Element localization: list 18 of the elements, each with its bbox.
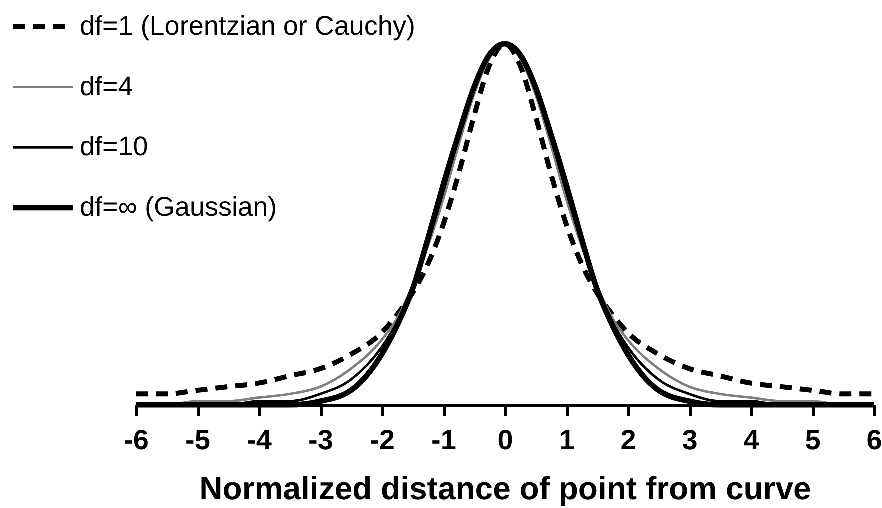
x-tick-label: 3 xyxy=(682,424,698,456)
x-tick-label: 5 xyxy=(805,424,821,456)
x-tick-label: 1 xyxy=(559,424,575,456)
legend-label: df=4 xyxy=(80,71,134,102)
x-tick-label: 6 xyxy=(866,424,882,456)
x-tick-label: -6 xyxy=(124,424,149,456)
legend-label: df=10 xyxy=(80,132,148,162)
x-tick-label: -4 xyxy=(247,424,272,456)
legend-label: df=∞ (Gaussian) xyxy=(80,192,278,222)
x-tick-label: 2 xyxy=(620,424,636,456)
x-tick-label: -2 xyxy=(370,424,395,456)
x-tick-label: -5 xyxy=(186,424,210,456)
legend-label: df=1 (Lorentzian or Cauchy) xyxy=(80,11,416,41)
x-tick-label: 0 xyxy=(498,424,514,456)
x-tick-label: -3 xyxy=(308,424,334,456)
x-axis-title: Normalized distance of point from curve xyxy=(200,470,812,506)
x-tick-label: 4 xyxy=(744,424,760,456)
x-tick-label: -1 xyxy=(432,424,456,456)
